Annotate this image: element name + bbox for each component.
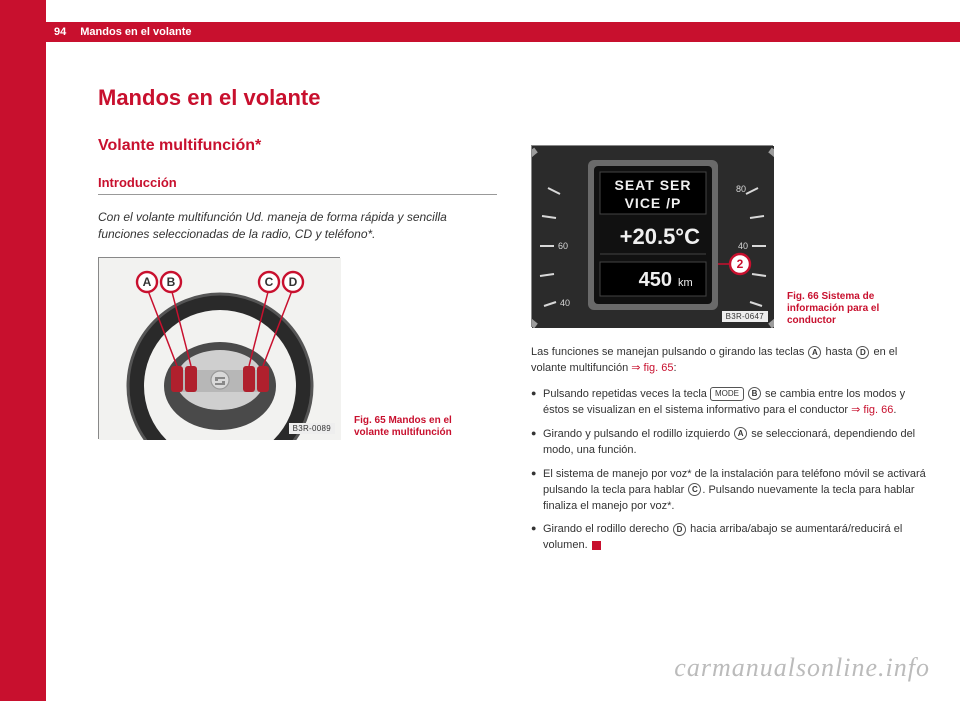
figure-66-code: B3R-0647 <box>722 311 768 322</box>
svg-text:C: C <box>265 275 274 289</box>
lead-paragraph: Con el volante multifunción Ud. maneja d… <box>98 209 497 243</box>
intro-heading: Introducción <box>98 175 497 195</box>
svg-text:km: km <box>678 277 693 289</box>
bullet-item-4: Girando el rodillo derecho D hacia arrib… <box>531 522 930 554</box>
figure-65-caption: Fig. 65 Mandos en el volante multifunció… <box>354 415 474 439</box>
dashboard-svg: 40 60 <box>532 146 774 328</box>
content-area: Mandos en el volante Volante multifunció… <box>98 85 930 701</box>
page: 94 Mandos en el volante Mandos en el vol… <box>0 0 960 701</box>
svg-text:A: A <box>143 275 152 289</box>
svg-text:VICE /P: VICE /P <box>625 195 682 211</box>
svg-text:B: B <box>167 275 176 289</box>
bullet-item-2: Girando y pulsando el rodillo izquierdo … <box>531 427 930 459</box>
paragraph-intro: Las funciones se manejan pulsando o gira… <box>531 345 930 377</box>
left-column: Mandos en el volante Volante multifunció… <box>98 85 497 562</box>
red-sidebar <box>0 0 46 701</box>
figure-66-caption: Fig. 66 Sistema de información para el c… <box>787 291 907 327</box>
text: hasta <box>822 346 855 358</box>
key-c-icon: C <box>688 483 701 496</box>
figure-65-image: A B C D B3R-0089 <box>98 257 340 439</box>
fig66-crossref: ⇒ fig. 66 <box>851 404 893 416</box>
two-columns: Mandos en el volante Volante multifunció… <box>98 85 930 562</box>
text: : <box>674 362 677 374</box>
bullet-list: Pulsando repetidas veces la tecla MODE B… <box>531 387 930 554</box>
svg-text:40: 40 <box>560 298 570 308</box>
svg-text:80: 80 <box>736 184 746 194</box>
subsection-title: Volante multifunción* <box>98 137 497 155</box>
text: . <box>893 404 896 416</box>
chapter-title: Mandos en el volante <box>98 85 497 111</box>
text <box>744 388 747 400</box>
figure-65-row: A B C D B3R-0089 Fig. 65 Mandos en el v <box>98 257 497 439</box>
svg-text:SEAT SER: SEAT SER <box>615 177 692 193</box>
end-of-section-icon <box>592 541 601 550</box>
text: Girando y pulsando el rodillo izquierdo <box>543 428 733 440</box>
svg-text:40: 40 <box>738 241 748 251</box>
svg-text:2: 2 <box>737 257 744 271</box>
text: Las funciones se manejan pulsando o gira… <box>531 346 807 358</box>
text: Pulsando repetidas veces la tecla <box>543 388 710 400</box>
figure-65-code: B3R-0089 <box>289 423 335 434</box>
svg-text:60: 60 <box>558 241 568 251</box>
page-number: 94 <box>46 26 66 38</box>
steering-wheel-svg: A B C D <box>99 258 341 440</box>
mode-key-icon: MODE <box>710 387 744 401</box>
figure-66-row: 40 60 <box>531 145 930 327</box>
svg-text:450: 450 <box>639 269 672 291</box>
fig65-crossref: ⇒ fig. 65 <box>631 362 673 374</box>
key-d-icon: D <box>673 523 686 536</box>
key-b-icon: B <box>748 387 761 400</box>
right-column: 40 60 <box>531 85 930 562</box>
key-a-icon: A <box>734 427 747 440</box>
text: Girando el rodillo derecho <box>543 523 672 535</box>
header-bar: 94 Mandos en el volante <box>46 22 960 42</box>
bullet-item-3: El sistema de manejo por voz* de la inst… <box>531 467 930 515</box>
key-d-icon: D <box>856 346 869 359</box>
figure-66-image: 40 60 <box>531 145 773 327</box>
svg-text:+20.5°C: +20.5°C <box>620 224 700 249</box>
header-section-title: Mandos en el volante <box>66 26 191 38</box>
watermark: carmanualsonline.info <box>674 653 930 683</box>
bullet-item-1: Pulsando repetidas veces la tecla MODE B… <box>531 387 930 419</box>
svg-text:D: D <box>289 275 298 289</box>
key-a-icon: A <box>808 346 821 359</box>
